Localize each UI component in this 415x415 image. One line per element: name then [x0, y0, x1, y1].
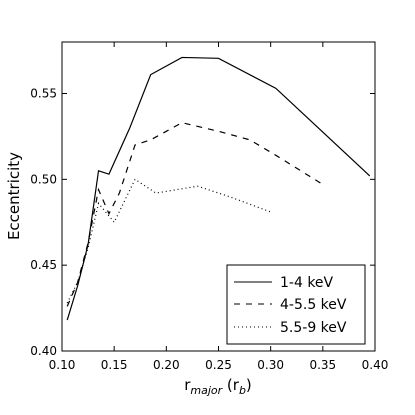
y-tick-label: 0.50	[30, 172, 57, 186]
series-line-5-5-9-kev	[66, 178, 271, 304]
x-axis-label-unit-close: )	[246, 376, 252, 394]
legend-label-4-5-5-kev: 4-5.5 keV	[280, 297, 347, 313]
legend: 1-4 keV 4-5.5 keV 5.5-9 keV	[226, 264, 366, 345]
x-tick-label: 0.25	[205, 358, 232, 372]
x-axis-label: rmajor (rb)	[184, 376, 252, 397]
y-tick-label: 0.40	[30, 344, 57, 358]
x-axis-label-main: r	[184, 376, 191, 394]
y-tick-label: 0.45	[30, 258, 57, 272]
plot-lines	[66, 56, 371, 321]
x-tick-label: 0.35	[309, 358, 336, 372]
y-axis-label: Eccentricity	[5, 152, 23, 240]
x-axis-label-sub: major	[190, 384, 223, 397]
legend-label-5-5-9-kev: 5.5-9 keV	[280, 320, 347, 336]
tick-labels: 0.10 0.15 0.20 0.25 0.30 0.35 0.40 0.40 0.45 0.50…	[30, 87, 388, 373]
x-tick-label: 0.15	[101, 358, 128, 372]
x-tick-label: 0.30	[257, 358, 284, 372]
ticks	[61, 42, 376, 352]
x-tick-label: 0.20	[153, 358, 180, 372]
series-line-4-5-5-kev	[66, 122, 324, 307]
legend-label-1-4-kev: 1-4 keV	[280, 275, 334, 291]
x-tick-label: 0.40	[362, 358, 389, 372]
x-axis-label-unit-sub: b	[239, 384, 246, 397]
y-tick-label: 0.55	[30, 87, 57, 101]
x-tick-label: 0.10	[49, 358, 76, 372]
x-axis-label-unit-open: (r	[222, 376, 240, 394]
